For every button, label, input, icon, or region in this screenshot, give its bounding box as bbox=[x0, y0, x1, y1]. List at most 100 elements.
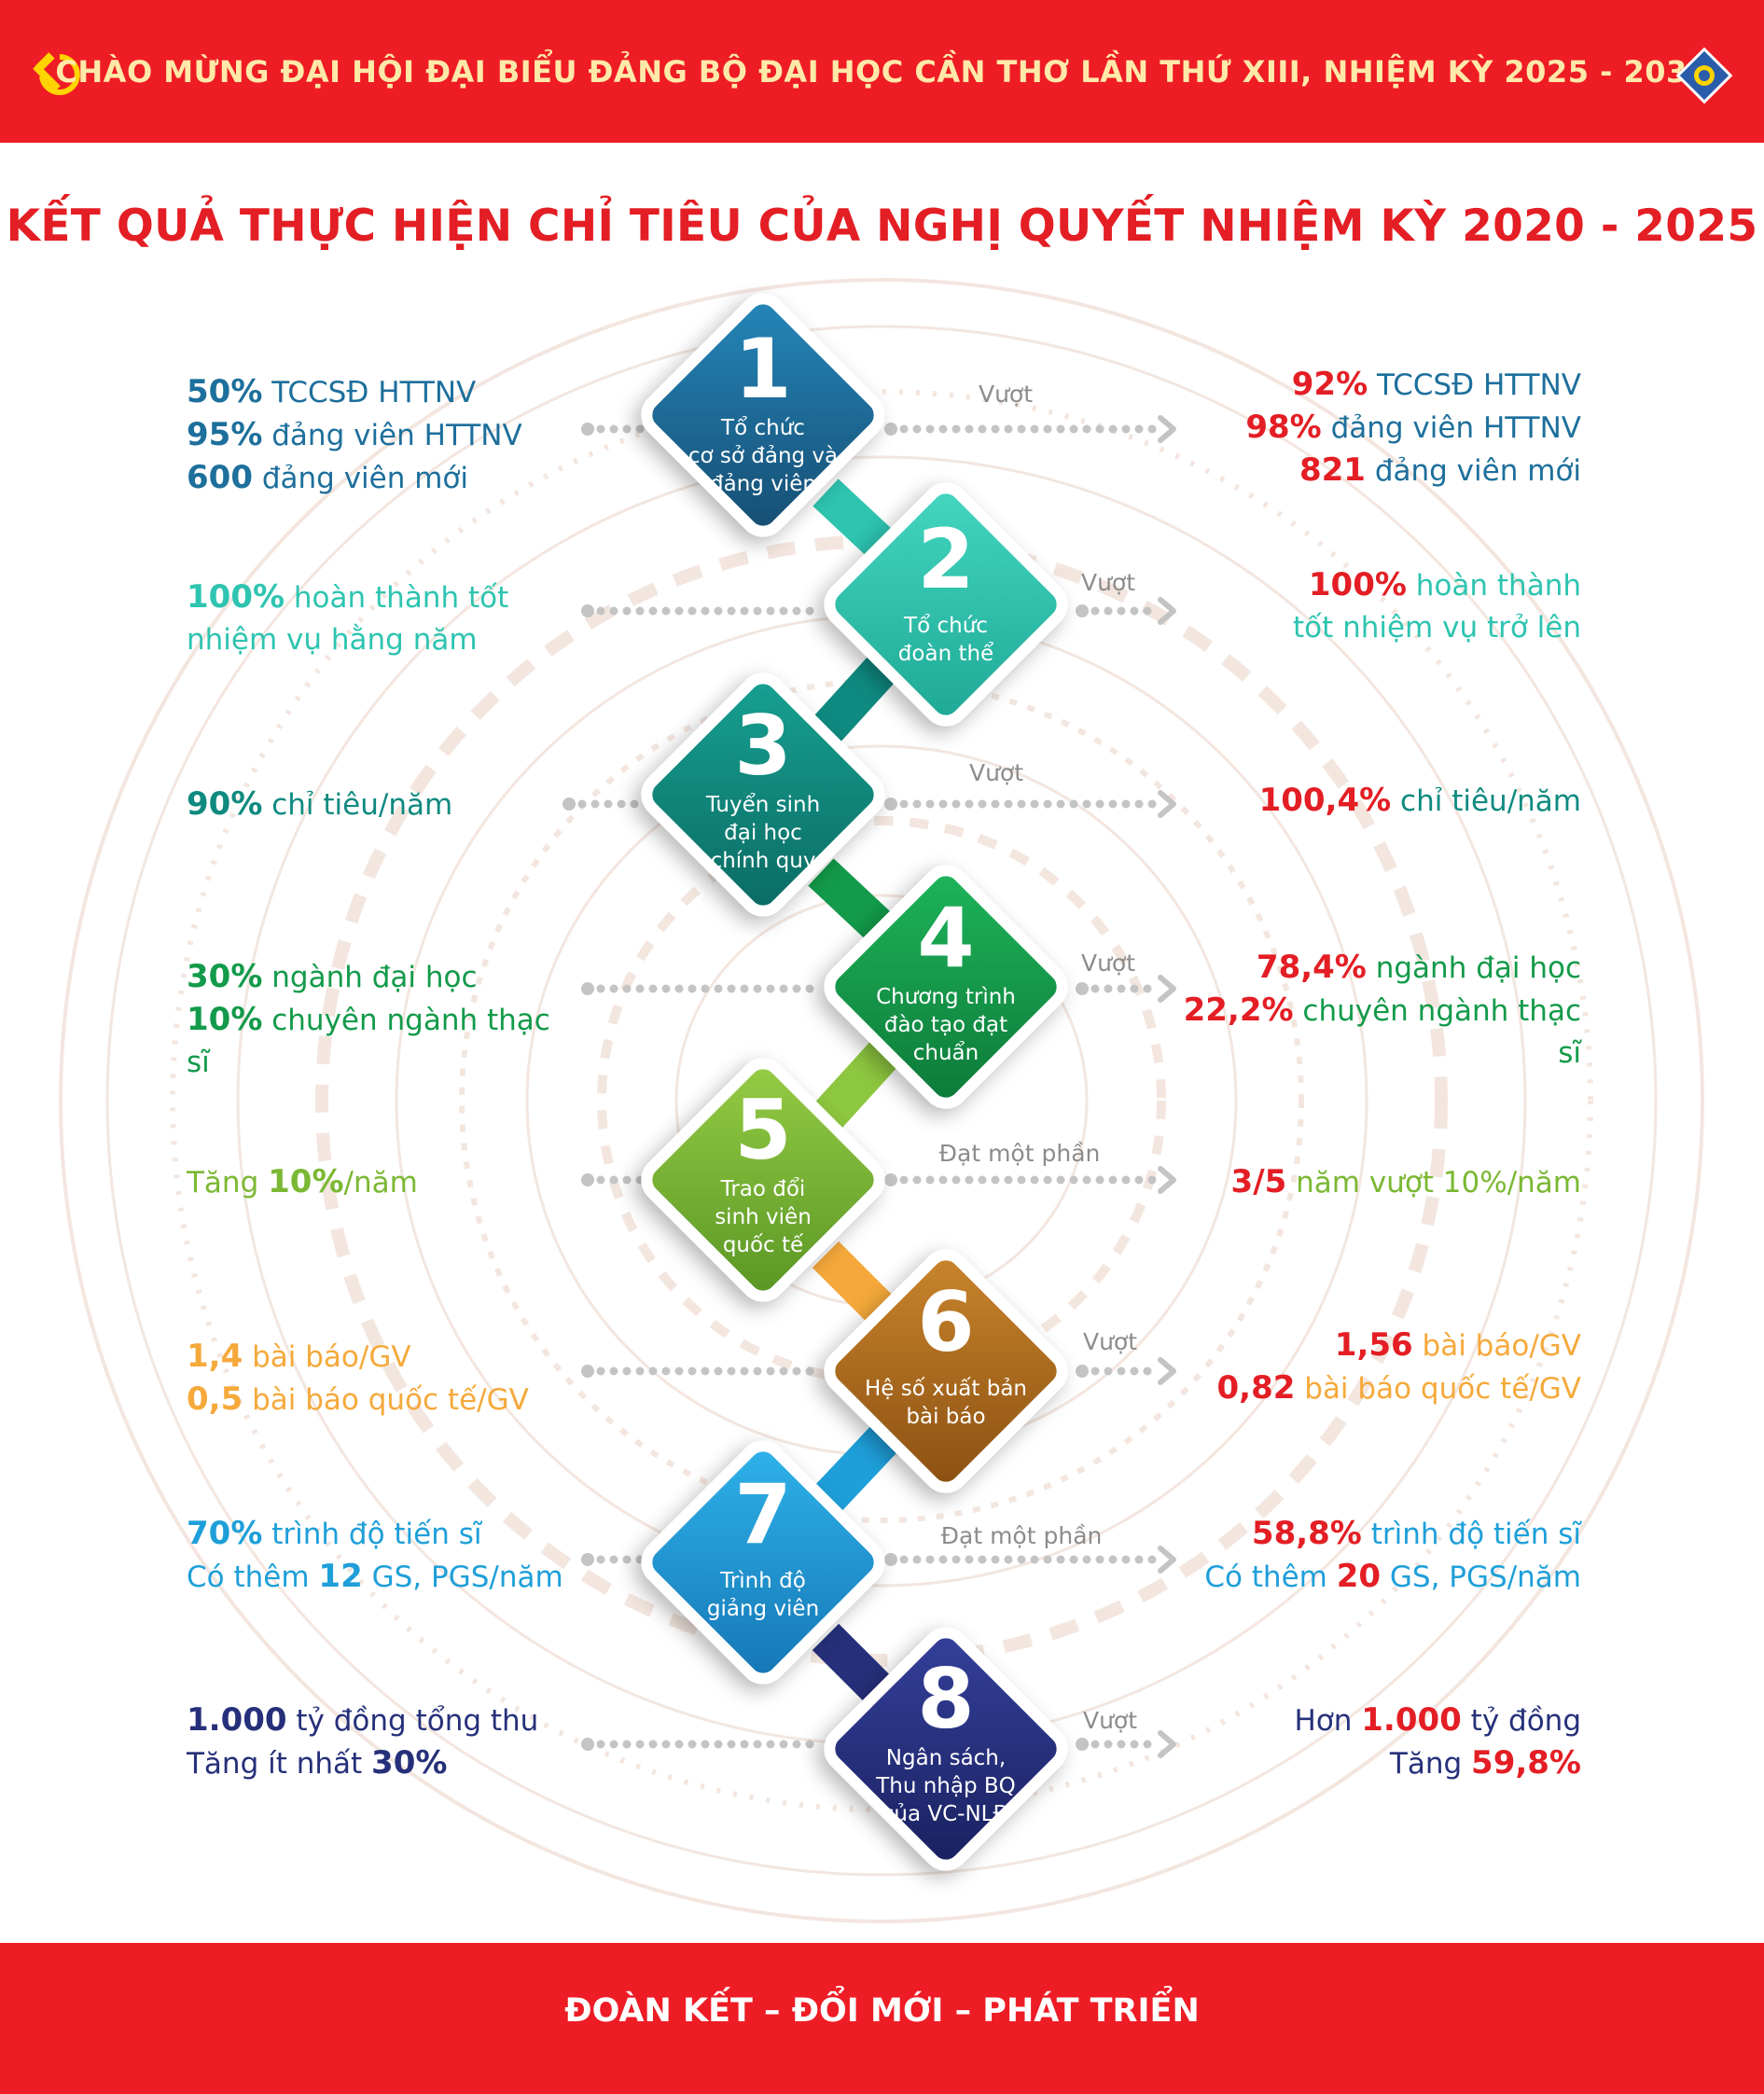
result-value: 1,56 bbox=[1334, 1326, 1413, 1364]
diamond-label-4: 4 Chương trình đào tạo đạt chuẩn bbox=[834, 897, 1058, 1067]
result-desc: ngành đại học bbox=[1366, 951, 1581, 985]
result-desc: GS, PGS/năm bbox=[1381, 1560, 1581, 1594]
dot bbox=[1104, 606, 1113, 616]
target-desc: tỷ đồng tổng thu bbox=[286, 1704, 539, 1738]
target-line: 50% TCCSĐ HTTNV bbox=[187, 371, 578, 414]
target-desc: /năm bbox=[343, 1166, 418, 1200]
dot bbox=[1017, 799, 1026, 809]
status-label-5: Đạt một phần bbox=[938, 1140, 1101, 1167]
dot bbox=[1082, 799, 1091, 809]
dot bbox=[590, 799, 600, 809]
dot bbox=[622, 606, 632, 616]
dot bbox=[792, 1366, 801, 1376]
dot bbox=[1104, 1366, 1113, 1376]
result-text-7: 58,8% trình độ tiến sĩ Có thêm 20 GS, PG… bbox=[1152, 1513, 1581, 1599]
target-value: 30% bbox=[371, 1744, 448, 1782]
dot bbox=[766, 1740, 775, 1749]
result-value: 59,8% bbox=[1471, 1744, 1581, 1782]
dot bbox=[1043, 799, 1052, 809]
result-desc: năm vượt 10%/năm bbox=[1286, 1166, 1581, 1200]
item-title-line: Hệ số xuất bản bbox=[864, 1377, 1027, 1401]
result-desc: đảng viên HTTNV bbox=[1321, 411, 1581, 445]
dot bbox=[648, 1366, 658, 1376]
result-prefix: Tăng bbox=[1389, 1747, 1472, 1781]
hammer-sickle-icon bbox=[33, 52, 80, 95]
result-line: Tăng 59,8% bbox=[1152, 1742, 1581, 1785]
result-text-3: 100,4% chỉ tiêu/năm bbox=[1152, 780, 1581, 823]
result-desc: tỷ đồng bbox=[1461, 1704, 1581, 1738]
result-line: 0,82 bài báo quốc tế/GV bbox=[1152, 1367, 1581, 1410]
dot bbox=[1056, 799, 1065, 809]
dot bbox=[661, 606, 671, 616]
target-prefix: Tăng bbox=[187, 1166, 269, 1200]
dot bbox=[1147, 424, 1157, 434]
dot bbox=[805, 984, 814, 993]
dot bbox=[622, 1175, 632, 1185]
dot bbox=[1069, 1555, 1078, 1564]
dot bbox=[1030, 1555, 1039, 1564]
dot bbox=[766, 984, 775, 993]
arrow-head bbox=[1158, 1357, 1176, 1385]
item-title-line: Tổ chức bbox=[904, 614, 988, 638]
dot bbox=[978, 1555, 987, 1564]
dot bbox=[609, 1740, 618, 1749]
target-line: Tăng 10%/năm bbox=[187, 1161, 578, 1204]
dot bbox=[661, 1740, 671, 1749]
result-desc: trình độ tiến sĩ bbox=[1361, 1518, 1581, 1551]
dot bbox=[688, 1366, 697, 1376]
result-line: Có thêm 20 GS, PGS/năm bbox=[1152, 1556, 1581, 1599]
target-value: 10% bbox=[268, 1163, 344, 1200]
dot bbox=[701, 606, 710, 616]
item-title-line: Tổ chức bbox=[721, 416, 805, 440]
diamond-label-2: 2 Tổ chức đoàn thể bbox=[834, 519, 1058, 668]
item-title-line: quốc tế bbox=[722, 1233, 804, 1257]
dot bbox=[1076, 1738, 1089, 1751]
dot bbox=[1134, 1555, 1144, 1564]
dot bbox=[648, 606, 658, 616]
dot bbox=[1076, 1365, 1089, 1378]
result-desc: chỉ tiêu/năm bbox=[1391, 784, 1581, 818]
dot bbox=[884, 797, 897, 811]
target-desc: TCCSĐ HTTNV bbox=[262, 376, 477, 409]
dot bbox=[1121, 424, 1131, 434]
dot bbox=[740, 1740, 749, 1749]
target-value: 1.000 bbox=[187, 1701, 287, 1739]
dot bbox=[609, 1175, 618, 1185]
dot bbox=[1121, 1175, 1131, 1185]
dot bbox=[884, 1173, 897, 1186]
dot bbox=[1076, 982, 1089, 995]
arrow-head bbox=[1158, 597, 1176, 625]
dot bbox=[912, 1555, 922, 1564]
target-line: 70% trình độ tiến sĩ bbox=[187, 1513, 578, 1556]
dot bbox=[727, 1740, 736, 1749]
dot bbox=[1069, 799, 1078, 809]
target-line: 30% ngành đại học bbox=[187, 956, 578, 999]
dot bbox=[581, 982, 594, 995]
target-value: 1,4 bbox=[187, 1338, 243, 1375]
dot bbox=[1090, 984, 1100, 993]
diamond-label-1: 1 Tổ chức cơ sở đảng và đảng viên bbox=[651, 328, 875, 498]
result-value: 3/5 bbox=[1230, 1163, 1287, 1200]
dot bbox=[792, 1740, 801, 1749]
dot bbox=[1004, 1175, 1013, 1185]
dot bbox=[1134, 424, 1144, 434]
dot bbox=[1130, 1366, 1139, 1376]
dot bbox=[1095, 1175, 1104, 1185]
dot bbox=[727, 606, 736, 616]
dot bbox=[899, 424, 909, 434]
dot bbox=[635, 984, 645, 993]
item-title-line: cơ sở đảng và bbox=[688, 444, 839, 468]
dot bbox=[1090, 1366, 1100, 1376]
result-desc: hoàn thành bbox=[1406, 569, 1581, 603]
target-value: 10% bbox=[187, 1001, 263, 1038]
dot bbox=[1082, 1175, 1091, 1185]
dot bbox=[661, 1366, 671, 1376]
dot bbox=[1056, 424, 1065, 434]
target-desc: đảng viên HTTNV bbox=[262, 419, 522, 452]
dot bbox=[661, 984, 671, 993]
dot bbox=[1090, 606, 1100, 616]
result-prefix: Có thêm bbox=[1204, 1560, 1337, 1594]
dot bbox=[1030, 1175, 1039, 1185]
result-value: 98% bbox=[1245, 409, 1322, 446]
result-desc: bài báo/GV bbox=[1412, 1329, 1581, 1363]
